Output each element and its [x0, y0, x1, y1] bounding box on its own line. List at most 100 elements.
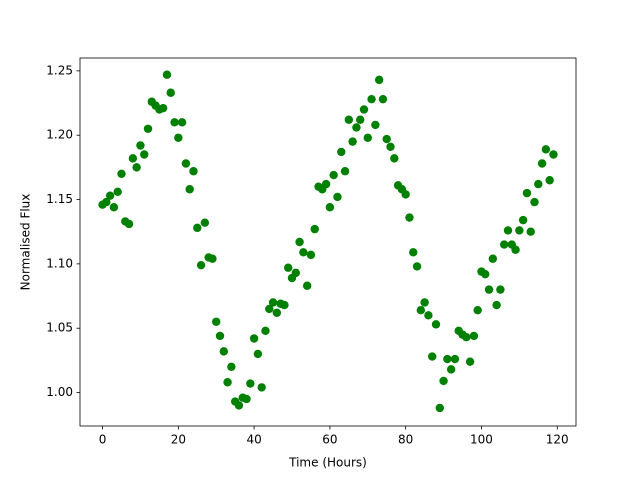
- point: [132, 163, 141, 172]
- point: [166, 88, 175, 97]
- x-axis-label: Time (Hours): [288, 456, 367, 470]
- y-tick-label: 1.25: [46, 63, 73, 77]
- point: [117, 169, 126, 179]
- point: [337, 147, 346, 157]
- point: [465, 357, 475, 366]
- point: [530, 197, 539, 207]
- point: [219, 347, 228, 356]
- x-tick-label: 40: [246, 433, 261, 447]
- point: [340, 167, 350, 176]
- point: [443, 354, 452, 364]
- point: [242, 394, 251, 404]
- point: [416, 305, 426, 315]
- y-tick-label: 1.20: [46, 128, 73, 142]
- point: [518, 215, 528, 225]
- point: [481, 269, 490, 279]
- point: [435, 403, 444, 413]
- point: [352, 123, 361, 132]
- point: [189, 167, 198, 176]
- point: [272, 308, 282, 317]
- x-tick-label: 80: [398, 433, 413, 447]
- point: [227, 362, 236, 372]
- y-tick-label: 1.05: [46, 321, 73, 335]
- point: [390, 154, 399, 163]
- x-tick-label: 120: [546, 433, 569, 447]
- point: [409, 248, 418, 257]
- point: [302, 281, 312, 290]
- point: [484, 285, 494, 294]
- point: [439, 376, 448, 386]
- point: [193, 223, 202, 233]
- point: [503, 226, 513, 235]
- point: [268, 298, 278, 307]
- point: [473, 305, 482, 315]
- point: [469, 331, 479, 341]
- point: [511, 245, 520, 254]
- point: [405, 213, 414, 222]
- y-tick-label: 1.15: [46, 192, 73, 206]
- point: [174, 133, 183, 142]
- point: [295, 237, 304, 247]
- point: [363, 133, 372, 142]
- point: [371, 120, 380, 130]
- point: [401, 190, 410, 199]
- point: [102, 197, 111, 207]
- point: [253, 349, 263, 359]
- point: [325, 203, 335, 212]
- point: [420, 298, 429, 307]
- x-tick-label: 20: [171, 433, 186, 447]
- plot-frame: [79, 57, 577, 427]
- point: [534, 179, 543, 189]
- point: [450, 354, 460, 364]
- y-axis-label: Normalised Flux: [19, 194, 33, 291]
- point: [105, 191, 115, 200]
- point: [344, 115, 354, 124]
- point: [356, 115, 365, 124]
- point: [515, 226, 524, 235]
- point: [299, 248, 308, 257]
- point: [249, 334, 259, 343]
- point: [109, 203, 119, 212]
- point: [291, 268, 300, 278]
- point: [284, 263, 293, 272]
- point: [136, 141, 145, 150]
- y-tick-label: 1.00: [46, 385, 73, 399]
- point: [265, 304, 274, 314]
- point: [124, 219, 134, 229]
- point: [128, 154, 138, 163]
- point: [492, 300, 501, 310]
- point: [280, 300, 289, 310]
- point: [196, 260, 206, 270]
- point: [462, 333, 471, 342]
- point: [223, 378, 232, 387]
- point: [488, 254, 498, 263]
- point: [306, 250, 316, 260]
- point: [158, 103, 168, 113]
- point: [499, 240, 509, 249]
- point: [321, 179, 331, 189]
- point: [367, 94, 376, 104]
- point: [329, 170, 338, 180]
- point: [140, 150, 149, 159]
- x-tick-label: 100: [470, 433, 493, 447]
- point: [181, 159, 191, 168]
- point: [431, 320, 441, 329]
- point: [170, 118, 179, 127]
- point: [386, 142, 395, 151]
- point: [378, 94, 388, 104]
- point: [113, 187, 122, 197]
- x-tick-label: 60: [322, 433, 337, 447]
- point: [310, 224, 319, 234]
- point: [382, 134, 391, 144]
- point: [246, 379, 255, 388]
- point: [496, 285, 505, 294]
- point: [359, 105, 369, 114]
- x-tick-label: 0: [99, 433, 107, 447]
- point: [545, 176, 554, 185]
- y-tick-label: 1.10: [46, 256, 73, 270]
- point: [200, 218, 210, 227]
- point: [333, 192, 342, 202]
- point: [185, 185, 194, 194]
